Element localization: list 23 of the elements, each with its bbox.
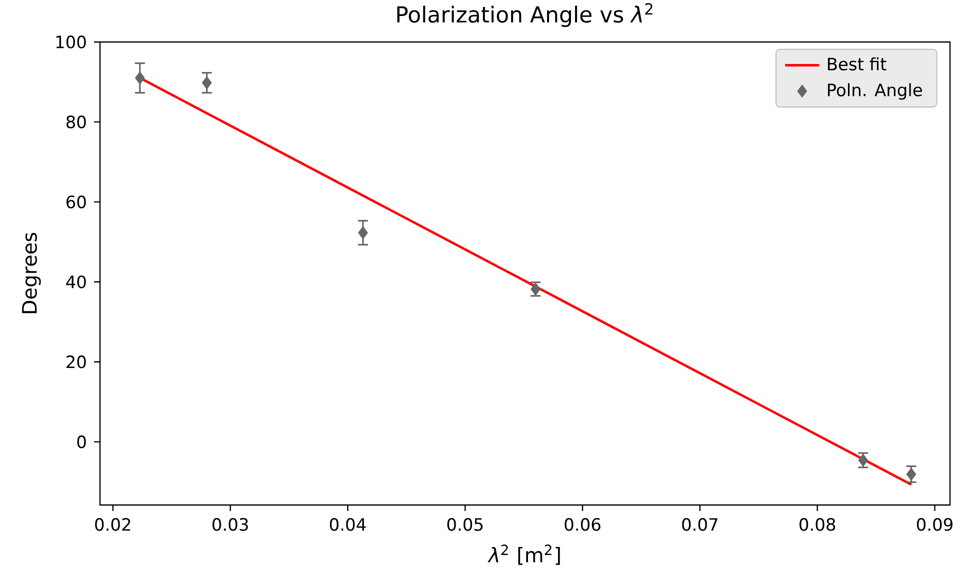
x-tick-label: 0.05	[447, 518, 483, 531]
chart-title: Polarization Angle vs λ$^{2}$	[397, 3, 652, 27]
x-tick-label: 0.02	[95, 518, 130, 531]
x-tick-label: 0.04	[330, 518, 366, 531]
x-tick-label: 0.06	[564, 518, 600, 531]
y-tick-label: 80	[66, 116, 86, 128]
point	[202, 76, 212, 90]
x-axis-title: λ$^{2}$ [m$^{2}$]	[488, 544, 560, 565]
point	[906, 468, 916, 481]
point	[135, 72, 145, 84]
point	[358, 226, 368, 240]
x-tick-label: 0.08	[800, 518, 836, 531]
y-tick-label: 100	[56, 36, 86, 48]
y-tick-label: 40	[66, 275, 86, 288]
y-axis-title: Degrees	[22, 232, 41, 314]
legend-label: Poln. Angle	[828, 83, 922, 100]
x-tick-label: 0.09	[916, 518, 952, 531]
x-tick-label: 0.07	[682, 518, 718, 531]
y-tick-label: 0	[77, 435, 86, 448]
y-tick-label: 60	[66, 195, 86, 208]
legend-label: Best fit	[828, 57, 886, 70]
y-tick-label: 20	[66, 355, 86, 368]
x-tick-label: 0.03	[212, 518, 248, 531]
